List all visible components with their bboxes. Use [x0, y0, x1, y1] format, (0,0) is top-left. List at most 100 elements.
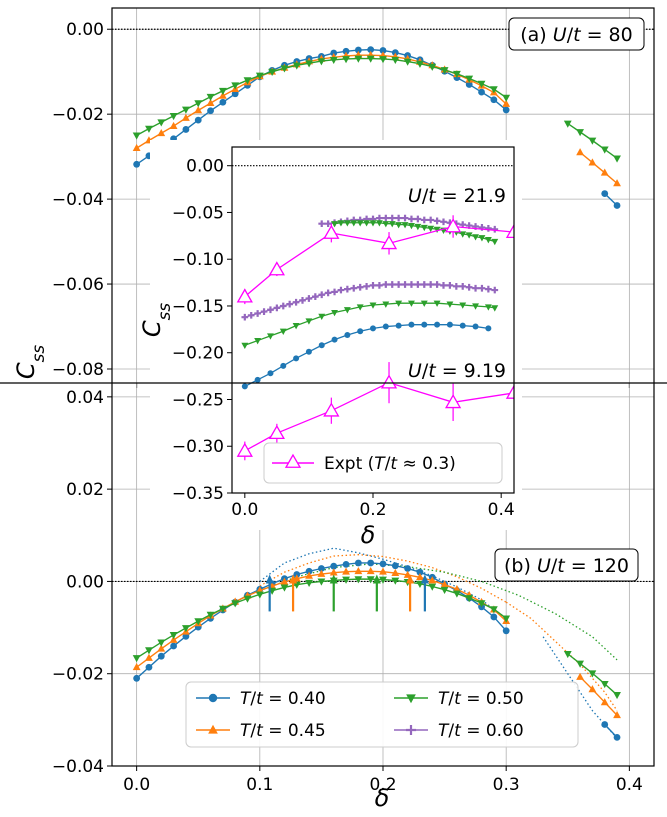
data-point: [366, 576, 375, 584]
data-point: [354, 567, 363, 575]
arrow-head: [265, 574, 274, 584]
panel-a-label: (a) U/t = 80: [520, 24, 632, 46]
data-point: [465, 595, 474, 603]
data-point: [331, 309, 338, 317]
data-point: [267, 306, 274, 314]
y-tick-label: 0.00: [66, 572, 104, 592]
data-point: [388, 221, 396, 228]
data-point: [169, 632, 178, 640]
legend-entry: T/t = 0.45: [196, 721, 326, 741]
data-point: [382, 221, 390, 228]
panel-b: 0.04 0.02 0.00 −0.02 −0.04 0.0 0.1 0.2 0.3 0.4 (b)…: [52, 383, 654, 795]
data-point: [427, 225, 435, 233]
arrow-head: [289, 574, 298, 584]
series-t-t-0-50: [132, 55, 621, 163]
data-point: [613, 202, 621, 209]
data-point: [576, 148, 585, 156]
y-tick-label: −0.05: [172, 203, 224, 223]
data-point: [395, 300, 403, 307]
data-point: [433, 217, 441, 225]
figure-frame: Css δ: [0, 7, 667, 812]
data-point: [354, 576, 363, 584]
data-point: [369, 282, 377, 289]
panel-a-label-box: [508, 17, 645, 51]
data-point: [375, 220, 383, 227]
data-point: [600, 698, 609, 706]
series-u-t-9-19-t-t-0-40: [241, 321, 492, 390]
legend-marker: [406, 694, 416, 704]
data-point: [502, 94, 511, 102]
data-point: [420, 300, 428, 307]
data-point: [342, 576, 350, 584]
data-point: [588, 685, 597, 693]
data-point: [367, 559, 375, 567]
data-point: [254, 310, 261, 317]
data-point: [600, 680, 609, 689]
data-point: [280, 577, 289, 585]
data-point: [403, 58, 412, 66]
data-point: [369, 302, 377, 309]
y-tick-label: −0.30: [172, 437, 224, 457]
data-point: [465, 75, 474, 83]
data-point: [323, 224, 340, 239]
data-point: [472, 284, 479, 292]
data-point: [459, 302, 467, 309]
data-point: [363, 220, 371, 227]
data-point: [132, 132, 141, 140]
data-point: [247, 311, 255, 319]
data-point: [433, 300, 441, 307]
data-point: [446, 301, 454, 308]
data-point: [420, 281, 428, 288]
data-point: [414, 281, 422, 288]
data-point: [367, 46, 375, 54]
inset-annotation-u21: U/t = 21.9: [408, 185, 506, 207]
data-point: [379, 576, 387, 584]
data-point: [268, 68, 277, 76]
data-point: [613, 733, 621, 741]
data-point: [416, 60, 424, 68]
data-point: [260, 308, 268, 315]
data-point: [343, 307, 351, 314]
data-point: [588, 158, 597, 166]
data-point: [299, 297, 306, 304]
data-point: [305, 579, 314, 588]
data-point: [391, 56, 400, 65]
data-point: [145, 125, 153, 133]
data-point: [317, 569, 326, 577]
data-point: [318, 565, 325, 572]
inset-annotation-u9: U/t = 9.19: [408, 360, 506, 382]
data-point: [169, 112, 178, 121]
data-point: [292, 323, 300, 330]
data-point: [485, 285, 492, 293]
data-point: [293, 355, 300, 362]
data-point: [601, 721, 609, 728]
data-point: [305, 295, 313, 302]
inset-legend-marker: [284, 453, 302, 468]
y-tick-label: −0.02: [52, 665, 104, 685]
data-point: [491, 238, 499, 246]
data-point: [206, 611, 215, 619]
data-point: [613, 179, 621, 187]
data-point: [502, 615, 511, 623]
data-point: [329, 568, 338, 576]
data-point: [331, 288, 338, 296]
arrow-head: [420, 574, 429, 584]
data-point: [465, 283, 473, 291]
data-point: [132, 663, 141, 671]
data-point: [490, 613, 498, 621]
data-point: [452, 590, 461, 598]
data-point: [343, 220, 351, 227]
data-point: [613, 692, 621, 700]
data-point: [342, 47, 350, 55]
data-point: [337, 220, 345, 227]
data-point: [350, 284, 358, 292]
y-tick-label: 0.02: [66, 480, 104, 500]
data-point: [382, 214, 390, 222]
data-point: [489, 86, 498, 94]
arrow-head: [372, 574, 381, 584]
data-point: [404, 565, 412, 572]
legend-marker: [208, 724, 218, 734]
data-point: [440, 218, 447, 226]
data-point: [157, 644, 166, 652]
data-point: [305, 60, 314, 68]
